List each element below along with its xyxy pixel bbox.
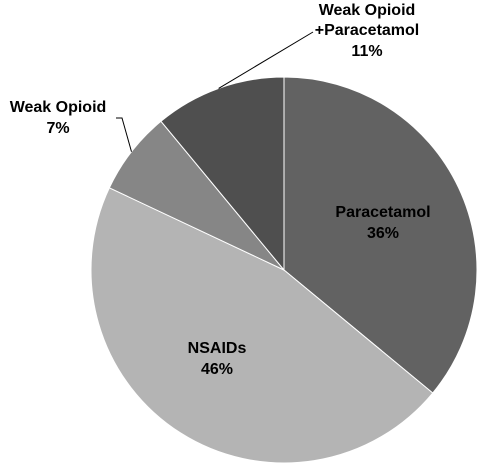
label-weak-opioid-paracetamol-name-line2: +Paracetamol	[315, 22, 420, 39]
label-weak-opioid-pct: 7%	[46, 120, 69, 137]
label-nsaids-name: NSAIDs	[188, 340, 247, 357]
leader-lines	[116, 31, 314, 152]
label-weak-opioid-paracetamol-pct: 11%	[351, 43, 382, 60]
leader-line-weak-opioid-paracetamol	[218, 31, 314, 89]
label-paracetamol-name: Paracetamol	[335, 204, 430, 221]
label-paracetamol-pct: 36%	[367, 225, 399, 242]
label-weak-opioid-name: Weak Opioid	[10, 99, 107, 116]
leader-line-weak-opioid	[116, 117, 132, 152]
pie-slices	[90, 76, 478, 464]
pie-slice-nsaids	[90, 187, 434, 464]
pie-slice-paracetamol	[283, 76, 478, 394]
label-weak-opioid-paracetamol-name-line1: Weak Opioid	[319, 2, 416, 19]
label-nsaids-pct: 46%	[201, 361, 233, 378]
